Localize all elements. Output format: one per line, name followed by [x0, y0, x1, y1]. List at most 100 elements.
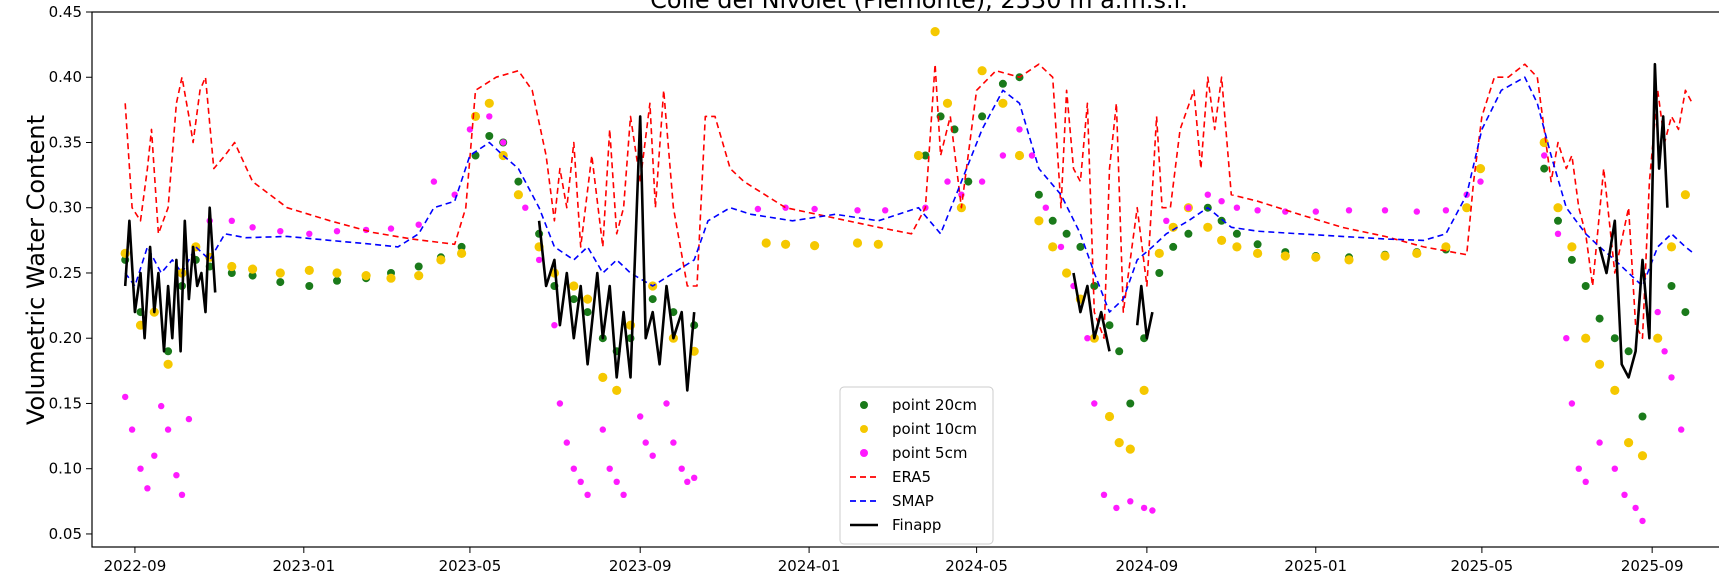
- series-line: [124, 63, 1694, 340]
- data-point: [1034, 190, 1043, 199]
- data-point: [584, 491, 591, 498]
- legend-item: ERA5: [850, 468, 931, 486]
- data-point: [1681, 308, 1690, 317]
- data-point: [185, 415, 193, 423]
- data-point: [1140, 504, 1148, 512]
- data-point: [930, 27, 940, 37]
- data-point: [164, 426, 172, 433]
- data-point: [248, 271, 257, 280]
- data-point: [1563, 335, 1570, 342]
- data-point: [551, 322, 558, 329]
- y-tick-label: 0.25: [49, 264, 82, 282]
- series-line: [1072, 272, 1111, 352]
- data-point: [1149, 507, 1156, 514]
- plot-area: [120, 27, 1695, 525]
- data-point: [387, 225, 395, 232]
- data-point: [978, 112, 987, 121]
- data-point: [620, 491, 627, 498]
- data-point: [1554, 216, 1562, 225]
- legend-item: point 5cm: [860, 444, 967, 462]
- data-point: [1639, 517, 1646, 525]
- data-point: [173, 472, 180, 479]
- data-point: [1254, 207, 1261, 214]
- y-tick-label: 0.35: [49, 133, 82, 151]
- data-point: [414, 271, 424, 281]
- data-point: [942, 98, 953, 108]
- data-point: [583, 294, 593, 304]
- chart-title: Colle del Nivolet (Piemonte), 2530 m a.m…: [650, 0, 1188, 14]
- data-point: [276, 278, 285, 287]
- data-point: [684, 478, 691, 485]
- series-line: [1135, 284, 1154, 340]
- data-point: [1680, 190, 1690, 200]
- data-point: [1126, 399, 1135, 408]
- series-era5: [124, 63, 1694, 340]
- data-point: [1113, 504, 1120, 512]
- series-point-20cm: [121, 73, 1690, 421]
- x-axis-ticks: 2022-09 2023-01 2023-05 2023-09 2024-01 2024-…: [104, 547, 1684, 575]
- data-point: [1090, 282, 1099, 290]
- data-point: [1567, 255, 1576, 264]
- data-point: [1312, 208, 1320, 215]
- data-point: [436, 255, 446, 265]
- data-point: [1016, 126, 1023, 133]
- data-point: [227, 261, 237, 272]
- data-point: [1568, 400, 1576, 407]
- legend-label: point 20cm: [892, 396, 977, 414]
- data-point: [598, 372, 608, 382]
- data-point: [1280, 251, 1290, 261]
- legend-label: point 5cm: [892, 444, 967, 462]
- legend-marker: [860, 425, 868, 433]
- legend-item: Finapp: [850, 516, 941, 534]
- data-point: [1595, 359, 1605, 369]
- data-point: [944, 178, 951, 185]
- data-point: [1477, 178, 1484, 185]
- data-point: [1048, 242, 1058, 252]
- data-point: [1610, 334, 1619, 343]
- legend: point 20cm point 10cm point 5cm ERA5 SMAP Fin…: [839, 386, 994, 545]
- y-axis-label: Volumetric Water Content: [22, 115, 50, 425]
- data-point: [485, 132, 494, 140]
- y-tick-label: 0.45: [49, 3, 82, 21]
- data-point: [333, 228, 341, 235]
- data-point: [1380, 251, 1390, 261]
- data-point: [306, 230, 313, 237]
- legend-label: point 10cm: [892, 420, 977, 438]
- legend-label: ERA5: [892, 468, 931, 486]
- data-point: [1084, 335, 1091, 342]
- data-point: [761, 238, 771, 248]
- data-point: [569, 295, 578, 304]
- data-point: [1678, 426, 1685, 433]
- data-point: [1154, 248, 1164, 258]
- data-point: [1668, 374, 1675, 381]
- data-point: [1441, 242, 1451, 252]
- data-point: [1169, 242, 1178, 251]
- data-point: [1381, 207, 1389, 214]
- data-point: [228, 217, 235, 224]
- data-point: [1462, 203, 1472, 213]
- data-point: [414, 262, 423, 271]
- data-point: [913, 150, 924, 161]
- data-point: [1115, 347, 1124, 356]
- y-tick-label: 0.40: [49, 68, 82, 86]
- data-point: [1412, 248, 1422, 258]
- data-point: [1184, 229, 1193, 238]
- data-point: [466, 126, 474, 133]
- data-point: [781, 239, 791, 249]
- data-point: [1062, 229, 1071, 238]
- data-point: [277, 228, 284, 235]
- data-point: [563, 439, 570, 446]
- data-point: [1567, 242, 1577, 252]
- data-point: [1621, 491, 1628, 498]
- data-point: [1076, 242, 1085, 251]
- data-point: [151, 452, 158, 459]
- data-point: [486, 113, 493, 120]
- data-point: [670, 439, 677, 446]
- data-point: [1057, 243, 1065, 251]
- data-point: [556, 400, 564, 407]
- data-point: [1163, 217, 1170, 224]
- data-point: [1611, 465, 1619, 472]
- data-point: [305, 282, 314, 290]
- data-point: [470, 111, 481, 121]
